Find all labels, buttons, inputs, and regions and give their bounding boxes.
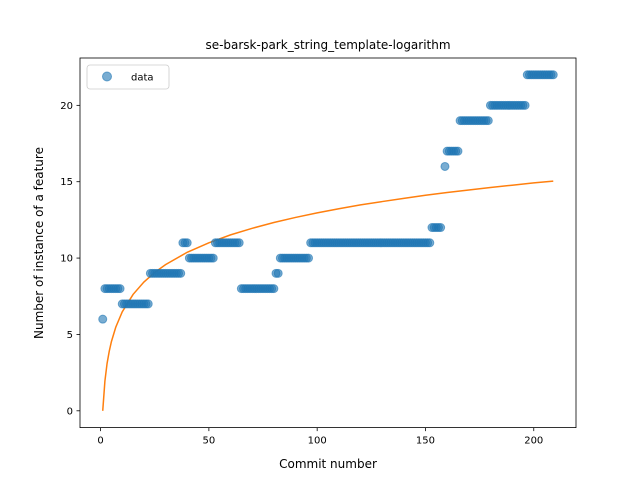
fit-line-layer	[101, 180, 554, 411]
x-axis-label: Commit number	[279, 457, 377, 471]
data-point	[453, 146, 463, 156]
data-point	[176, 268, 186, 278]
y-tick-label: 20	[60, 101, 73, 112]
data-point	[143, 299, 153, 309]
data-point	[425, 238, 435, 248]
data-point	[115, 284, 125, 294]
data-point	[436, 223, 446, 233]
x-axis-ticks: 0 50 100 150 200	[97, 427, 543, 447]
y-axis-ticks: 0 5 10 15 20	[60, 101, 80, 417]
data-point	[182, 238, 192, 248]
legend: data	[86, 64, 170, 90]
legend-box	[86, 64, 170, 90]
legend-marker	[102, 71, 112, 82]
chart-title: se-barsk-park_string_template-logarithm	[205, 38, 450, 52]
fit-line	[101, 180, 554, 411]
x-tick-label: 50	[203, 436, 216, 447]
y-axis-label: Number of instance of a feature	[32, 147, 46, 339]
data-point	[520, 100, 530, 110]
y-tick-label: 15	[60, 177, 73, 188]
data-point	[273, 268, 283, 278]
y-tick-label: 0	[67, 406, 73, 417]
data-point	[440, 161, 450, 171]
data-point	[483, 116, 493, 126]
y-tick-label: 10	[60, 254, 73, 265]
data-point	[98, 314, 108, 324]
data-point	[304, 253, 314, 263]
axes-frame	[79, 57, 577, 429]
data-point	[208, 253, 218, 263]
x-tick-label: 150	[416, 436, 435, 447]
data-point	[234, 238, 244, 248]
data-point	[269, 284, 279, 294]
data-points-layer	[98, 70, 558, 324]
plot-area	[98, 70, 558, 411]
x-tick-label: 0	[97, 436, 103, 447]
x-tick-label: 100	[308, 436, 327, 447]
x-tick-label: 200	[524, 436, 543, 447]
y-tick-label: 5	[67, 330, 73, 341]
legend-label: data	[131, 73, 154, 84]
data-point	[548, 70, 558, 80]
